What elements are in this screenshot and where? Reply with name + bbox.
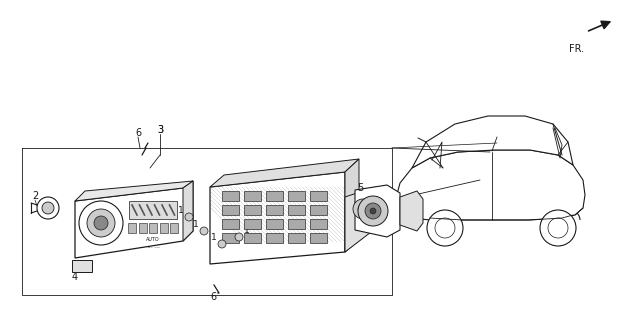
Polygon shape <box>210 172 345 264</box>
Circle shape <box>42 202 54 214</box>
Bar <box>266 205 283 215</box>
Text: 6: 6 <box>135 128 141 138</box>
Circle shape <box>185 213 193 221</box>
Circle shape <box>365 203 381 219</box>
Text: 1: 1 <box>211 233 217 242</box>
Bar <box>288 191 305 201</box>
Bar <box>244 219 261 229</box>
Bar <box>288 205 305 215</box>
Circle shape <box>370 208 376 214</box>
Circle shape <box>94 216 108 230</box>
Text: 1: 1 <box>244 226 250 235</box>
Bar <box>222 191 239 201</box>
Bar <box>288 233 305 243</box>
Circle shape <box>87 209 115 237</box>
Text: 2: 2 <box>32 191 38 201</box>
Bar <box>244 233 261 243</box>
Polygon shape <box>412 116 573 168</box>
Bar <box>266 191 283 201</box>
Polygon shape <box>355 185 400 237</box>
Bar <box>222 219 239 229</box>
Text: 3: 3 <box>157 125 163 135</box>
Bar <box>222 233 239 243</box>
Circle shape <box>358 204 368 214</box>
Polygon shape <box>345 187 380 252</box>
Bar <box>72 260 92 272</box>
Text: ___  ___: ___ ___ <box>147 243 159 247</box>
Circle shape <box>200 227 208 235</box>
Bar <box>244 191 261 201</box>
Polygon shape <box>75 181 193 201</box>
Circle shape <box>358 196 388 226</box>
Text: 5: 5 <box>357 183 363 193</box>
Bar <box>149 223 157 233</box>
Circle shape <box>427 210 463 246</box>
Text: AUTO: AUTO <box>146 236 160 242</box>
Text: FR.: FR. <box>569 44 584 54</box>
Bar <box>266 233 283 243</box>
Bar <box>222 205 239 215</box>
Bar <box>266 219 283 229</box>
Polygon shape <box>400 191 423 231</box>
Bar <box>170 223 178 233</box>
Circle shape <box>218 240 226 248</box>
Circle shape <box>79 201 123 245</box>
Bar <box>310 191 327 201</box>
Bar <box>310 233 327 243</box>
Text: 3: 3 <box>157 125 163 135</box>
Text: 6: 6 <box>210 292 216 302</box>
Text: 4: 4 <box>72 272 78 282</box>
Bar <box>489 125 505 137</box>
Bar <box>288 219 305 229</box>
Bar <box>244 205 261 215</box>
Bar <box>128 223 136 233</box>
Bar <box>138 223 147 233</box>
Circle shape <box>235 233 243 241</box>
Text: 1: 1 <box>178 205 184 214</box>
Circle shape <box>353 199 373 219</box>
Polygon shape <box>183 181 193 241</box>
Polygon shape <box>395 150 585 220</box>
Polygon shape <box>75 181 193 258</box>
Text: 1: 1 <box>193 220 199 228</box>
Bar <box>159 223 168 233</box>
Circle shape <box>37 197 59 219</box>
Bar <box>310 205 327 215</box>
Bar <box>129 201 177 219</box>
Polygon shape <box>210 159 359 187</box>
Bar <box>310 219 327 229</box>
Polygon shape <box>345 159 359 252</box>
Circle shape <box>540 210 576 246</box>
